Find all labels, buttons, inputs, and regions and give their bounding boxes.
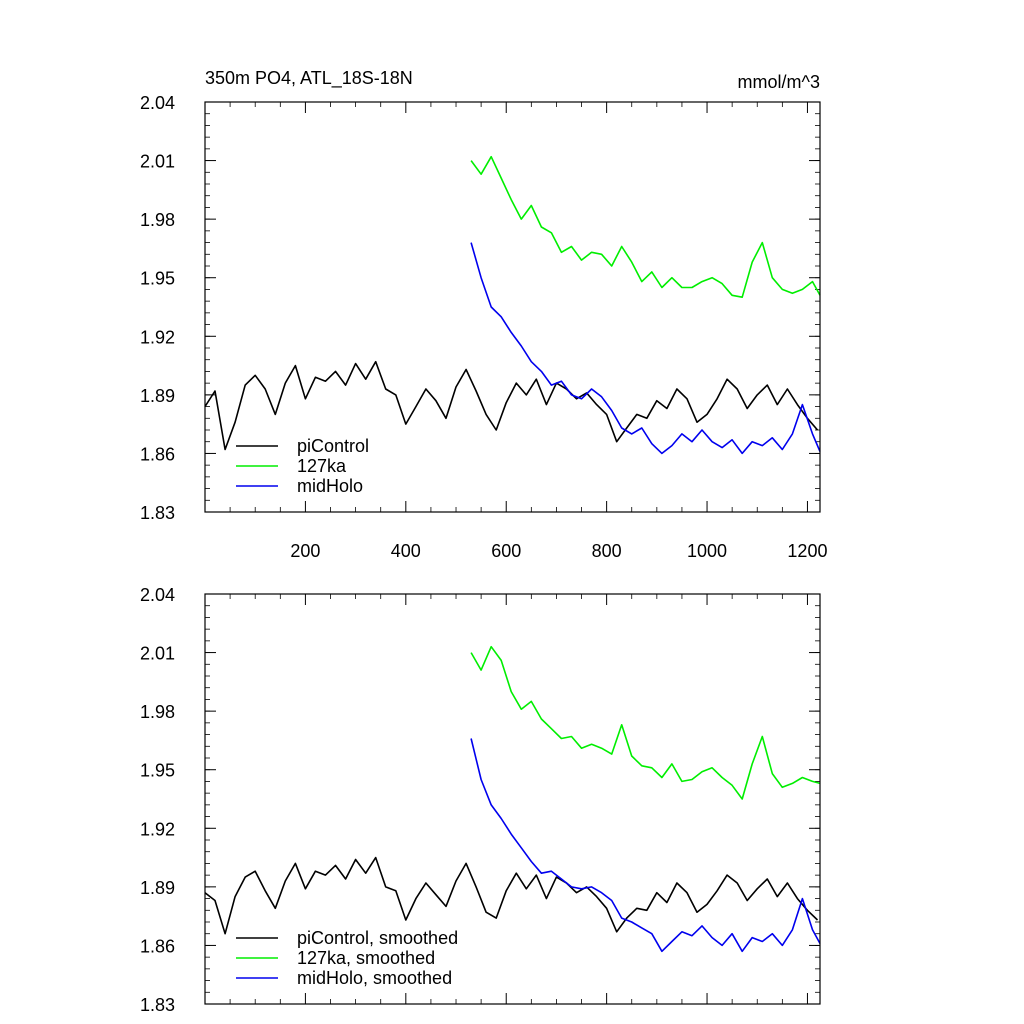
y-tick-label: 2.01 xyxy=(140,152,175,172)
top-panel-series xyxy=(204,155,821,455)
legend-label: 127ka xyxy=(297,456,347,476)
series-line-midHolo xyxy=(470,738,821,953)
y-tick-label: 1.98 xyxy=(140,210,175,230)
legend-label: 127ka, smoothed xyxy=(297,948,435,968)
legend-label: piControl, smoothed xyxy=(297,928,458,948)
bottom-panel-series xyxy=(204,645,821,953)
x-tick-label: 200 xyxy=(290,541,320,561)
legend-label: piControl xyxy=(297,436,369,456)
y-tick-label: 1.89 xyxy=(140,878,175,898)
x-tick-label: 1000 xyxy=(687,541,727,561)
top-panel: 350m PO4, ATL_18S-18N mmol/m^3 1.831.861… xyxy=(140,68,828,561)
y-tick-label: 1.95 xyxy=(140,761,175,781)
y-tick-label: 2.04 xyxy=(140,93,175,113)
x-tick-label: 800 xyxy=(592,541,622,561)
top-plot-frame xyxy=(204,101,821,513)
units-label: mmol/m^3 xyxy=(738,72,820,92)
legend-label: midHolo, smoothed xyxy=(297,968,452,988)
x-tick-label: 600 xyxy=(491,541,521,561)
y-tick-label: 1.98 xyxy=(140,702,175,722)
y-tick-label: 1.95 xyxy=(140,269,175,289)
series-line-piControl xyxy=(204,856,819,935)
bottom-panel: 1.83 1.86 1.89 1.92 1.95 1.98 2.01 2.04 piContr… xyxy=(140,585,821,1015)
y-tick-label: 1.86 xyxy=(140,936,175,956)
series-line-127ka xyxy=(470,645,821,800)
y-tick-label: 1.89 xyxy=(140,386,175,406)
legend-label: midHolo xyxy=(297,476,363,496)
y-tick-label: 1.86 xyxy=(140,444,175,464)
y-tick-label: 2.04 xyxy=(140,585,175,605)
x-tick-label: 400 xyxy=(391,541,421,561)
bottom-plot-frame xyxy=(204,593,821,1005)
y-tick-label: 2.01 xyxy=(140,644,175,664)
bottom-panel-ticks: 1.83 1.86 1.89 1.92 1.95 1.98 2.01 2.04 xyxy=(140,585,820,1015)
series-line-midHolo xyxy=(470,242,821,455)
series-line-piControl xyxy=(204,360,819,451)
chart-title: 350m PO4, ATL_18S-18N xyxy=(205,68,413,89)
y-tick-label: 1.83 xyxy=(140,995,175,1015)
y-tick-label: 1.83 xyxy=(140,503,175,523)
y-tick-label: 1.92 xyxy=(140,327,175,347)
series-line-127ka xyxy=(470,155,821,299)
y-tick-label: 1.92 xyxy=(140,819,175,839)
x-tick-label: 1200 xyxy=(787,541,827,561)
top-panel-ticks: 1.83 1.86 1.89 1.92 1.95 1.98 2.01 2.04 200 400 60… xyxy=(140,93,828,561)
